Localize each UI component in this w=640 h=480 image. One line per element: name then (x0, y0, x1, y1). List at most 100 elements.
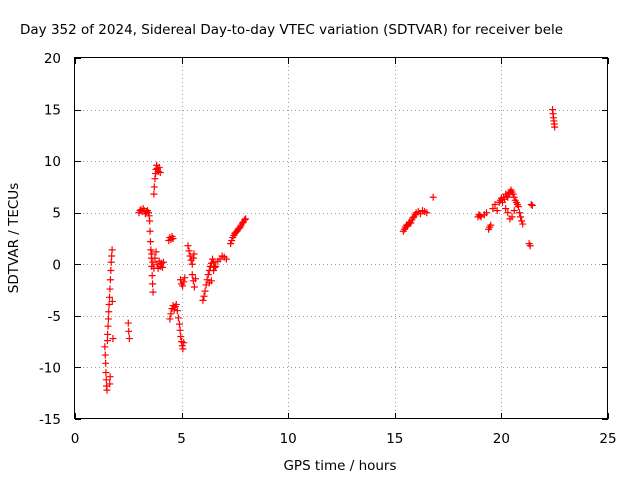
data-point (104, 330, 112, 338)
data-point (528, 201, 536, 209)
data-point (222, 255, 230, 263)
chart-title: Day 352 of 2024, Sidereal Day-to-day VTE… (20, 22, 563, 38)
data-point (190, 283, 198, 291)
x-tick-label: 0 (71, 431, 80, 447)
data-point (227, 240, 235, 248)
data-point (106, 373, 114, 381)
data-point (104, 315, 112, 323)
data-point (517, 213, 525, 221)
data-point (105, 301, 113, 309)
y-tick-label: -5 (48, 309, 61, 325)
data-point (207, 277, 215, 285)
data-point (211, 263, 219, 271)
data-point (177, 332, 185, 340)
data-point (105, 308, 113, 316)
y-tick-label: 0 (52, 257, 61, 273)
data-point (407, 219, 415, 227)
data-point (212, 262, 220, 270)
data-point (191, 275, 199, 283)
data-point (508, 213, 516, 221)
data-point (210, 258, 218, 266)
data-point (242, 215, 250, 223)
data-point (172, 301, 180, 309)
data-point (476, 212, 484, 220)
data-point (516, 209, 524, 217)
data-point (148, 272, 156, 280)
y-tick-label: 20 (44, 51, 61, 67)
data-point (176, 326, 184, 334)
data-point (504, 193, 512, 201)
data-point (179, 345, 187, 353)
data-point (156, 168, 164, 176)
data-point (175, 320, 183, 328)
data-point (150, 190, 158, 198)
data-point (146, 217, 154, 225)
data-point (167, 310, 175, 318)
data-point (526, 242, 534, 250)
y-axis-label: SDTVAR / TECUs (6, 183, 22, 293)
data-point (108, 252, 116, 260)
data-point (103, 386, 111, 394)
data-point (423, 209, 431, 217)
data-point (518, 217, 526, 225)
data-point (184, 242, 192, 250)
data-point (152, 248, 160, 256)
data-point (240, 216, 248, 224)
data-point (200, 292, 208, 300)
data-point (149, 258, 157, 266)
x-tick-label: 15 (386, 431, 403, 447)
data-point (185, 247, 193, 255)
data-point (106, 380, 114, 388)
data-point (173, 307, 181, 315)
data-points (101, 106, 559, 394)
data-point (178, 342, 186, 350)
data-point (125, 335, 133, 343)
x-tick-label: 25 (599, 431, 616, 447)
x-tick-label: 10 (280, 431, 297, 447)
data-point (102, 369, 110, 377)
data-point (201, 287, 209, 295)
data-point (551, 123, 559, 131)
x-axis-label: GPS time / hours (283, 458, 396, 474)
data-point (510, 193, 518, 201)
data-point (106, 293, 114, 301)
y-tick-label: -15 (39, 412, 61, 428)
y-tick-label: -10 (39, 360, 61, 376)
y-tick-label: 15 (44, 103, 61, 119)
data-point (158, 263, 166, 271)
data-point (159, 258, 167, 266)
data-point (493, 207, 501, 215)
data-point (179, 282, 187, 290)
data-point (109, 335, 117, 343)
tick-labels: 0 5 10 15 20 25 -15 -10 -5 0 5 10 15 20 (39, 51, 617, 447)
data-point (155, 163, 163, 171)
data-point (519, 220, 527, 228)
x-tick-label: 5 (177, 431, 186, 447)
data-point (489, 205, 497, 213)
data-point (106, 285, 114, 293)
data-point (429, 193, 437, 201)
data-point (146, 238, 154, 246)
data-point (502, 205, 510, 213)
data-point (170, 306, 178, 314)
data-point (102, 376, 110, 384)
data-point (103, 337, 111, 345)
x-tick-label: 20 (493, 431, 510, 447)
data-point (210, 266, 218, 274)
data-point (482, 209, 490, 217)
data-point (107, 266, 115, 274)
data-point (228, 237, 236, 245)
data-point (180, 339, 188, 347)
data-point (199, 296, 207, 304)
data-point (107, 258, 115, 266)
data-point (509, 190, 517, 198)
data-point (166, 315, 174, 323)
data-point (106, 276, 114, 284)
data-point (150, 183, 158, 191)
data-point (148, 250, 156, 258)
data-point (188, 271, 196, 279)
data-point (169, 235, 177, 242)
data-point (108, 297, 116, 305)
data-point (487, 221, 495, 229)
